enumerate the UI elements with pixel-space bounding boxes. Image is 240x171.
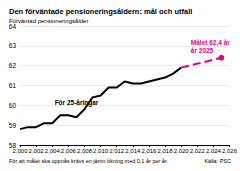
- svg-text:62: 62: [9, 62, 17, 69]
- svg-text:59: 59: [9, 122, 17, 129]
- svg-text:2,004: 2,004: [45, 148, 61, 154]
- svg-text:2,018: 2,018: [158, 148, 174, 154]
- svg-text:2,014: 2,014: [125, 148, 141, 154]
- svg-text:Den förväntade pensioneringsål: Den förväntade pensioneringsåldern: mål …: [9, 7, 192, 16]
- svg-text:60: 60: [9, 102, 17, 109]
- svg-text:För att målet ska uppnås krävs: För att målet ska uppnås krävs en jämn ö…: [9, 158, 168, 164]
- svg-text:Källa: PSC: Källa: PSC: [204, 158, 231, 164]
- svg-text:2,016: 2,016: [141, 148, 157, 154]
- svg-text:2,026: 2,026: [222, 148, 238, 154]
- svg-text:2,022: 2,022: [190, 148, 206, 154]
- svg-text:2,006: 2,006: [61, 148, 77, 154]
- svg-text:2,010: 2,010: [93, 148, 109, 154]
- svg-text:2,000: 2,000: [12, 148, 28, 154]
- svg-text:2,012: 2,012: [109, 148, 125, 154]
- svg-text:år 2025: år 2025: [191, 47, 214, 54]
- svg-text:2,024: 2,024: [206, 148, 222, 154]
- svg-text:64: 64: [8, 22, 16, 30]
- svg-text:2,020: 2,020: [174, 148, 190, 154]
- svg-text:För 25-åringar: För 25-åringar: [55, 99, 99, 107]
- svg-text:2,008: 2,008: [77, 148, 93, 154]
- svg-text:2,002: 2,002: [29, 148, 45, 154]
- svg-text:Förväntad pensioneringsålder: Förväntad pensioneringsålder: [9, 18, 88, 24]
- svg-text:58: 58: [8, 141, 16, 149]
- svg-text:63: 63: [9, 42, 17, 49]
- svg-text:Målet 62,4 år: Målet 62,4 år: [191, 39, 230, 47]
- svg-text:61: 61: [9, 82, 17, 89]
